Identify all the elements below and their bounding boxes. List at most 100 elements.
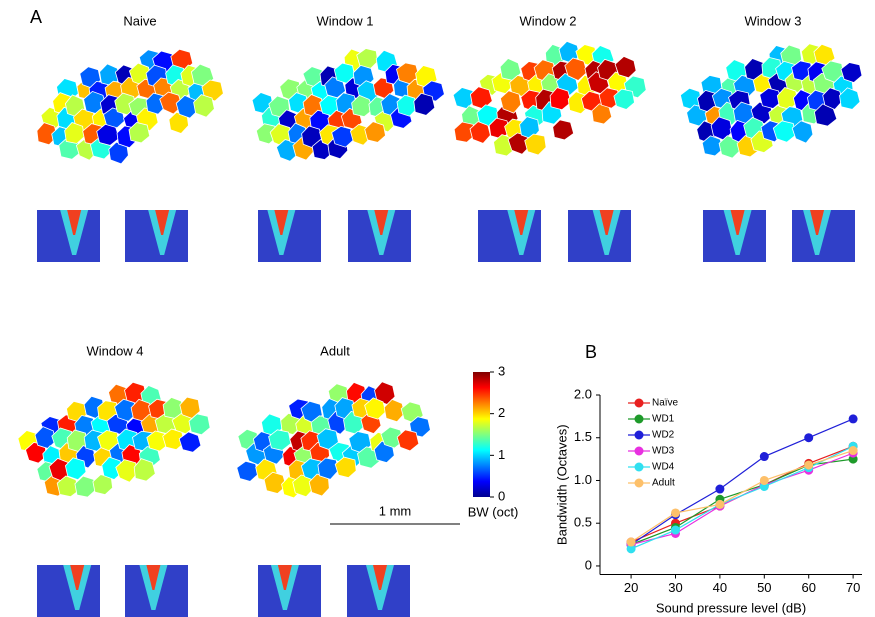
colorbar-tick-label: 1 <box>498 447 505 462</box>
x-tick-label: 20 <box>624 580 638 595</box>
map-title: Naive <box>123 13 156 28</box>
data-point <box>626 544 636 554</box>
map-cell <box>255 123 278 145</box>
map-cell <box>364 397 387 420</box>
data-point <box>759 452 769 462</box>
map-cell <box>114 398 137 422</box>
data-point <box>759 475 769 485</box>
map-cell <box>822 87 843 110</box>
data-point <box>670 508 680 518</box>
map-title: Window 3 <box>744 13 801 28</box>
map-cell <box>317 457 339 480</box>
map-cell <box>380 426 404 449</box>
map-cell <box>133 458 156 482</box>
map-cell <box>74 475 96 498</box>
map-cell <box>413 92 436 116</box>
data-point <box>804 433 814 443</box>
legend-marker <box>634 462 644 472</box>
map-cell <box>356 48 379 70</box>
legend-label: Adult <box>652 478 675 489</box>
y-tick-label: 1.5 <box>574 429 592 444</box>
tuning-curve-response <box>274 210 289 235</box>
legend-label: WD3 <box>652 446 675 457</box>
panel-label: B <box>585 342 597 362</box>
series-line <box>630 449 854 543</box>
data-point <box>670 525 680 535</box>
y-axis-label: Bandwidth (Octaves) <box>554 424 569 545</box>
map-cell <box>159 91 183 115</box>
tuning-curve-response <box>70 565 85 590</box>
tuning-curve-response <box>277 565 292 590</box>
tuning-curve-response <box>155 210 170 235</box>
map-cell <box>236 460 259 482</box>
x-tick-label: 40 <box>713 580 727 595</box>
colorbar <box>473 372 490 497</box>
map-cell <box>840 62 863 83</box>
series-line <box>630 418 854 546</box>
y-tick-label: 0 <box>585 557 592 572</box>
tuning-curve-response <box>599 210 614 235</box>
map-cell <box>549 87 572 111</box>
map-cell <box>383 398 405 423</box>
x-tick-label: 60 <box>801 580 815 595</box>
data-point <box>715 499 725 509</box>
map-title: Window 2 <box>519 13 576 28</box>
legend-label: WD1 <box>652 414 675 425</box>
tuning-curve-response <box>514 210 529 235</box>
map-cell <box>56 475 81 498</box>
map-cell <box>351 94 374 118</box>
map-cell <box>188 413 211 436</box>
map-cell <box>396 94 418 117</box>
x-tick-label: 70 <box>846 580 860 595</box>
scale-bar-label: 1 mm <box>379 503 412 518</box>
data-point <box>848 446 858 456</box>
x-tick-label: 50 <box>757 580 771 595</box>
map-title: Window 1 <box>316 13 373 28</box>
colorbar-tick-label: 0 <box>498 488 505 503</box>
data-point <box>626 537 636 547</box>
map-cell <box>364 121 386 143</box>
legend-label: Naïve <box>652 398 679 409</box>
legend-label: WD2 <box>652 430 675 441</box>
map-cell <box>115 459 138 483</box>
data-point <box>848 414 858 424</box>
y-tick-label: 1.0 <box>574 472 592 487</box>
map-title: Adult <box>320 343 350 358</box>
legend-marker <box>634 478 644 488</box>
map-cell <box>201 79 224 102</box>
map-cell <box>193 94 215 118</box>
colorbar-tick-label: 2 <box>498 405 505 420</box>
map-cell <box>268 429 292 451</box>
map-cell <box>564 57 588 81</box>
map-cell <box>36 122 58 146</box>
legend-marker <box>634 398 644 408</box>
map-cell <box>331 125 355 148</box>
maps <box>17 40 863 617</box>
legend-marker <box>634 414 644 424</box>
map-cell <box>469 121 491 144</box>
series-line <box>630 445 854 543</box>
map-cell <box>162 428 185 451</box>
map-cell <box>772 120 797 143</box>
tuning-curve-response <box>730 210 745 235</box>
data-point <box>715 484 725 494</box>
map-cell <box>524 133 547 156</box>
colorbar-tick-label: 3 <box>498 363 505 378</box>
tuning-curve-response <box>67 210 82 235</box>
tuning-curve-response <box>372 565 387 590</box>
tuning-curve-response <box>374 210 389 235</box>
tuning-curve-response <box>146 565 161 590</box>
map-cell <box>552 119 575 141</box>
map-title: Window 4 <box>86 343 143 358</box>
y-tick-label: 0.5 <box>574 515 592 530</box>
map-cell <box>453 121 476 143</box>
legend-marker <box>634 430 644 440</box>
map-cell <box>178 431 202 453</box>
data-point <box>804 460 814 470</box>
map-cell <box>101 456 124 481</box>
map-cell <box>613 88 635 110</box>
map-cell <box>791 120 814 144</box>
y-tick-label: 2.0 <box>574 386 592 401</box>
map-cell <box>499 90 522 114</box>
legend-label: WD4 <box>652 462 675 473</box>
